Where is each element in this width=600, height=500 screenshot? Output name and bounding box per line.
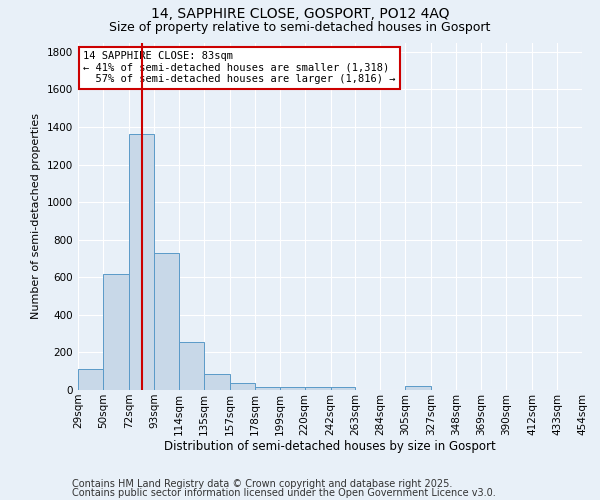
Text: 14 SAPPHIRE CLOSE: 83sqm
← 41% of semi-detached houses are smaller (1,318)
  57%: 14 SAPPHIRE CLOSE: 83sqm ← 41% of semi-d…	[83, 51, 395, 84]
Bar	[280, 386, 305, 390]
Text: Contains HM Land Registry data © Crown copyright and database right 2025.: Contains HM Land Registry data © Crown c…	[72, 479, 452, 489]
Bar	[129, 134, 154, 390]
Text: 14, SAPPHIRE CLOSE, GOSPORT, PO12 4AQ: 14, SAPPHIRE CLOSE, GOSPORT, PO12 4AQ	[151, 8, 449, 22]
Y-axis label: Number of semi-detached properties: Number of semi-detached properties	[31, 114, 41, 320]
Bar	[230, 383, 254, 390]
Bar	[406, 386, 431, 390]
Bar	[305, 386, 331, 390]
X-axis label: Distribution of semi-detached houses by size in Gosport: Distribution of semi-detached houses by …	[164, 440, 496, 454]
Bar	[254, 386, 280, 390]
Bar	[103, 274, 129, 390]
Bar	[204, 374, 230, 390]
Text: Contains public sector information licensed under the Open Government Licence v3: Contains public sector information licen…	[72, 488, 496, 498]
Bar	[179, 342, 204, 390]
Bar	[78, 369, 103, 390]
Text: Size of property relative to semi-detached houses in Gosport: Size of property relative to semi-detach…	[109, 21, 491, 34]
Bar	[331, 386, 355, 390]
Bar	[154, 253, 179, 390]
